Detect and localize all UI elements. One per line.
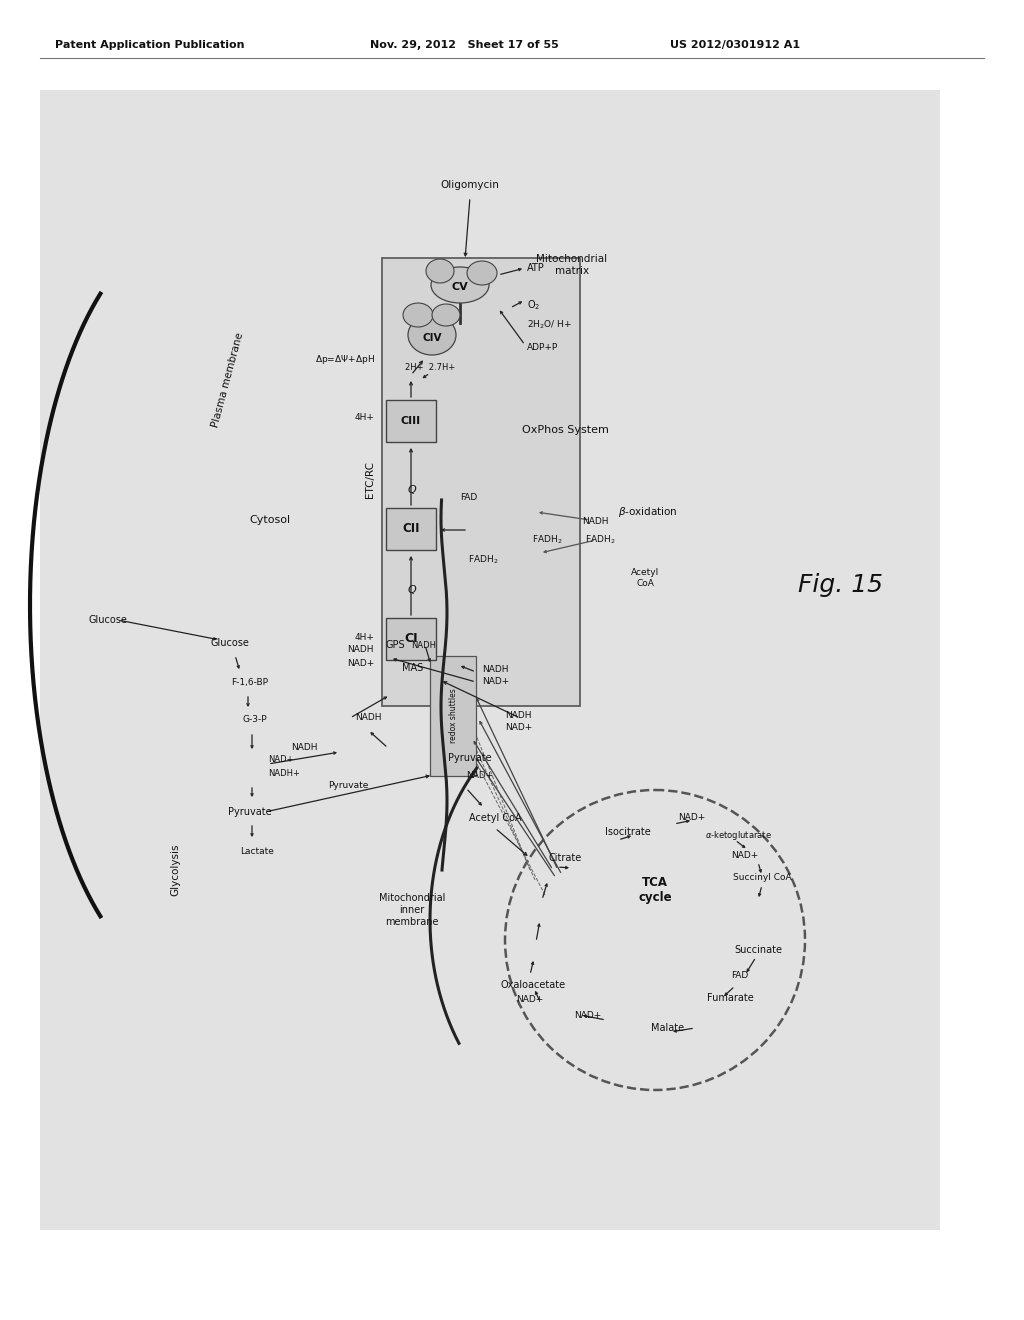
Text: F-1,6-BP: F-1,6-BP xyxy=(231,677,268,686)
Text: NADH: NADH xyxy=(582,517,608,527)
Ellipse shape xyxy=(403,304,433,327)
Ellipse shape xyxy=(467,261,497,285)
Text: 4H+: 4H+ xyxy=(354,634,374,643)
Text: NAD+: NAD+ xyxy=(268,755,294,764)
Text: NADH: NADH xyxy=(291,743,317,752)
Bar xyxy=(382,257,580,706)
Ellipse shape xyxy=(431,267,489,304)
Text: 2H+  2.7H+: 2H+ 2.7H+ xyxy=(404,363,455,372)
Text: Q: Q xyxy=(408,585,417,595)
Text: Mitochondrial
inner
membrane: Mitochondrial inner membrane xyxy=(379,894,445,927)
Text: Oxaloacetate: Oxaloacetate xyxy=(501,979,565,990)
Ellipse shape xyxy=(426,259,454,282)
Text: Mitochondrial
matrix: Mitochondrial matrix xyxy=(537,255,607,276)
Text: CIII: CIII xyxy=(401,416,421,426)
Text: TCA
cycle: TCA cycle xyxy=(638,876,672,904)
Text: NAD+: NAD+ xyxy=(482,677,509,686)
Text: CII: CII xyxy=(402,523,420,536)
Bar xyxy=(386,618,436,660)
Text: Malate: Malate xyxy=(651,1023,685,1034)
Text: Acetyl CoA: Acetyl CoA xyxy=(469,813,521,822)
Text: FADH$_2$: FADH$_2$ xyxy=(532,533,562,546)
Text: Glucose: Glucose xyxy=(88,615,127,624)
Text: CIV: CIV xyxy=(422,333,441,343)
Text: 2H$_2$O/ H+: 2H$_2$O/ H+ xyxy=(527,318,572,331)
Text: ADP+P: ADP+P xyxy=(527,343,558,352)
Text: NADH+: NADH+ xyxy=(268,768,300,777)
Text: 4H+: 4H+ xyxy=(354,413,374,422)
Text: NAD+: NAD+ xyxy=(731,850,759,859)
Text: Oligomycin: Oligomycin xyxy=(440,180,500,190)
Text: NAD+: NAD+ xyxy=(466,771,494,780)
Text: NADH: NADH xyxy=(411,640,436,649)
Text: Fig. 15: Fig. 15 xyxy=(798,573,883,597)
Text: FAD: FAD xyxy=(731,970,749,979)
Text: CI: CI xyxy=(404,632,418,645)
Text: FAD: FAD xyxy=(460,494,477,503)
Text: Citrate: Citrate xyxy=(549,853,582,863)
Text: O$_2$: O$_2$ xyxy=(527,298,541,312)
Text: Glucose: Glucose xyxy=(211,638,250,648)
Text: Cytosol: Cytosol xyxy=(250,515,291,525)
Text: NADH: NADH xyxy=(482,665,509,675)
Text: redox shuttles: redox shuttles xyxy=(449,689,458,743)
Text: G-3-P: G-3-P xyxy=(243,715,267,725)
Bar xyxy=(40,90,940,1230)
Text: CV: CV xyxy=(452,282,468,292)
Text: OxPhos System: OxPhos System xyxy=(521,425,608,436)
Bar xyxy=(386,508,436,550)
Text: Pyruvate: Pyruvate xyxy=(328,781,369,791)
Text: MAS: MAS xyxy=(402,663,424,673)
Text: Patent Application Publication: Patent Application Publication xyxy=(55,40,245,50)
Text: ETC/RC: ETC/RC xyxy=(365,462,375,499)
Text: NADH: NADH xyxy=(354,714,381,722)
Text: $\beta$-oxidation: $\beta$-oxidation xyxy=(618,506,678,519)
Text: Pyruvate: Pyruvate xyxy=(449,752,492,763)
Text: NAD+: NAD+ xyxy=(678,813,706,822)
Text: FADH$_2$: FADH$_2$ xyxy=(585,533,615,546)
Text: ATP: ATP xyxy=(527,263,545,273)
Text: Succinate: Succinate xyxy=(734,945,782,954)
Text: NAD+: NAD+ xyxy=(347,659,374,668)
Text: Acetyl
CoA: Acetyl CoA xyxy=(631,569,659,587)
Text: Fumarate: Fumarate xyxy=(707,993,754,1003)
Bar xyxy=(386,400,436,442)
Text: NADH: NADH xyxy=(505,710,531,719)
Text: Plasma membrane: Plasma membrane xyxy=(211,331,246,429)
Bar xyxy=(430,656,476,776)
Text: FADH$_2$: FADH$_2$ xyxy=(468,554,499,566)
Text: $\Delta$p=$\Delta\Psi$+$\Delta$pH: $\Delta$p=$\Delta\Psi$+$\Delta$pH xyxy=(315,354,375,367)
Text: Pyruvate: Pyruvate xyxy=(228,807,271,817)
Text: NAD+: NAD+ xyxy=(516,995,544,1005)
Text: GPS: GPS xyxy=(385,640,404,649)
Text: NADH: NADH xyxy=(347,645,374,655)
Text: Q: Q xyxy=(408,484,417,495)
Text: Glycolysis: Glycolysis xyxy=(170,843,180,896)
Text: Lactate: Lactate xyxy=(240,847,273,857)
Ellipse shape xyxy=(432,304,460,326)
Ellipse shape xyxy=(408,315,456,355)
Text: NAD+: NAD+ xyxy=(505,723,532,733)
Text: US 2012/0301912 A1: US 2012/0301912 A1 xyxy=(670,40,800,50)
Text: NAD+: NAD+ xyxy=(574,1011,602,1019)
Text: Nov. 29, 2012   Sheet 17 of 55: Nov. 29, 2012 Sheet 17 of 55 xyxy=(370,40,559,50)
Text: Isocitrate: Isocitrate xyxy=(605,828,651,837)
Text: Succinyl CoA: Succinyl CoA xyxy=(733,874,792,883)
Text: $\alpha$-ketoglutarate: $\alpha$-ketoglutarate xyxy=(705,829,771,842)
